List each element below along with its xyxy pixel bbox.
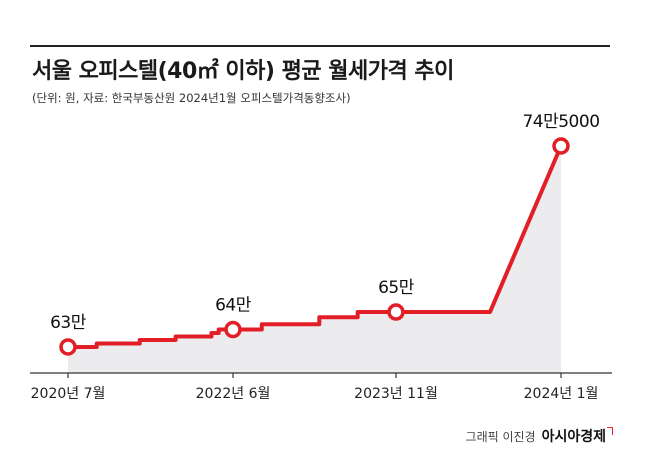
chart-subtitle: (단위: 원, 자료: 한국부동산원 2024년1월 오피스텔가격동향조사) [32, 91, 351, 105]
credit-brand: 아시아경제 [542, 426, 613, 446]
chart-title: 서울 오피스텔(40㎡ 이하) 평균 월세가격 추이 [32, 59, 454, 84]
x-tick-label: 2023년 11월 [354, 386, 438, 402]
data-label: 63만 [50, 313, 87, 333]
x-tick-label: 2024년 1월 [524, 386, 599, 402]
credit-author: 그래픽 이진경 [465, 430, 536, 444]
x-tick-label: 2022년 6월 [196, 386, 271, 402]
data-marker [552, 137, 570, 155]
x-ticks [67, 373, 562, 378]
brand-name: 아시아경제 [541, 429, 606, 445]
data-label: 65만 [378, 278, 415, 298]
data-label: 74만5000 [522, 112, 599, 132]
data-markers [59, 137, 570, 356]
top-rule [30, 45, 610, 47]
credit: 그래픽 이진경 아시아경제 [466, 426, 613, 446]
series-line [68, 145, 563, 349]
x-tick-label: 2020년 7월 [31, 386, 106, 402]
x-tick-labels: 2020년 7월 2022년 6월 2023년 11월 2024년 1월 [31, 386, 599, 402]
data-labels: 63만 64만 65만 74만5000 [50, 112, 600, 333]
brand-mark-icon [607, 427, 613, 435]
data-label: 64만 [215, 296, 252, 316]
data-marker [224, 320, 242, 339]
area-fill [68, 146, 561, 373]
data-marker [387, 303, 405, 321]
data-marker [59, 338, 77, 356]
